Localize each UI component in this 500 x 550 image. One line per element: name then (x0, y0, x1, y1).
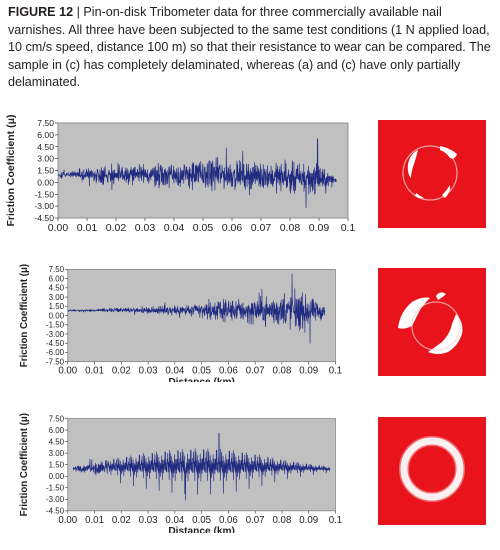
x-tick-label: 0.09 (309, 222, 330, 234)
delamination-patch (407, 150, 418, 178)
x-tick-label: 0.06 (219, 515, 238, 526)
delamination-patch (440, 146, 457, 159)
y-tick-label: -1.50 (46, 484, 65, 493)
y-axis-title: Friction Coefficient (μ) (5, 115, 17, 227)
delamination-patch (415, 193, 424, 199)
y-tick-label: -1.50 (34, 189, 54, 199)
y-tick-label: -4.50 (46, 507, 65, 516)
sample-photo-b (378, 268, 486, 376)
x-tick-label: 0.00 (58, 515, 77, 526)
friction-series-line (57, 138, 337, 209)
friction-chart-a: 7.506.004.503.001.500.00-1.50-3.00-4.500… (5, 115, 356, 235)
x-tick-label: 0.07 (246, 366, 265, 377)
x-tick-label: 0.09 (299, 366, 318, 377)
x-tick-label: 0.02 (106, 222, 127, 234)
y-tick-label: -3.00 (46, 495, 65, 504)
y-tick-label: 3.00 (49, 449, 65, 458)
x-tick-label: 0.03 (139, 366, 158, 377)
caption-text: Pin-on-disk Tribometer data for three co… (8, 5, 491, 89)
x-tick-label: 0.08 (272, 515, 291, 526)
x-tick-label: 0.02 (112, 366, 131, 377)
y-tick-label: 6.00 (49, 426, 65, 435)
x-tick-label: 0.05 (193, 222, 214, 234)
y-tick-label: 0.00 (49, 472, 65, 481)
y-tick-label: 3.00 (49, 293, 65, 302)
figure-caption: FIGURE 12 | Pin-on-disk Tribometer data … (8, 4, 496, 92)
y-tick-label: -7.50 (46, 357, 65, 366)
wear-track-ring-edge (399, 436, 465, 502)
x-tick-label: 0.1 (329, 515, 342, 526)
y-tick-label: 6.00 (37, 130, 54, 140)
y-tick-label: -3.00 (34, 201, 54, 211)
photo-background (378, 120, 486, 228)
y-tick-label: 1.50 (49, 302, 65, 311)
wear-track-ring (402, 145, 458, 201)
sample-photo-c (378, 417, 486, 525)
x-tick-label: 0.06 (219, 366, 238, 377)
y-axis-title: Friction Coefficient (μ) (19, 264, 30, 367)
y-tick-label: 0.00 (37, 177, 54, 187)
x-tick-label: 0.05 (192, 366, 211, 377)
y-tick-label: 6.00 (49, 274, 65, 283)
x-tick-label: 0.06 (222, 222, 243, 234)
y-tick-label: 0.00 (49, 311, 65, 320)
x-tick-label: 0.08 (272, 366, 291, 377)
friction-series-line (72, 432, 331, 501)
x-tick-label: 0.01 (77, 222, 98, 234)
y-tick-label: 3.00 (37, 154, 54, 164)
caption-separator: | (73, 5, 84, 19)
x-axis-title: Distance (km) (167, 234, 239, 235)
x-tick-label: 0.1 (329, 366, 342, 377)
y-tick-label: 1.50 (49, 460, 65, 469)
y-tick-label: 1.50 (37, 166, 54, 176)
friction-series-line (67, 273, 326, 344)
y-tick-label: 7.50 (49, 414, 65, 423)
y-tick-label: 4.50 (37, 142, 54, 152)
x-tick-label: 0.08 (280, 222, 301, 234)
x-tick-label: 0.03 (139, 515, 158, 526)
y-tick-label: -6.00 (46, 348, 65, 357)
y-axis-title: Friction Coefficient (μ) (19, 413, 30, 516)
y-tick-label: -4.50 (34, 213, 54, 223)
x-axis-title: Distance (km) (168, 526, 235, 533)
photo-background (378, 417, 486, 525)
friction-chart-b: 7.506.004.503.001.500.00-1.50-3.00-4.50-… (19, 264, 342, 382)
x-tick-label: 0.01 (85, 366, 104, 377)
x-tick-label: 0.05 (192, 515, 211, 526)
y-tick-label: -1.50 (46, 321, 65, 330)
figure-label: FIGURE 12 (8, 5, 74, 19)
x-tick-label: 0.07 (246, 515, 265, 526)
x-tick-label: 0.03 (135, 222, 156, 234)
friction-chart-c: 7.506.004.503.001.500.00-1.50-3.00-4.500… (19, 413, 342, 533)
x-tick-label: 0.04 (164, 222, 185, 234)
sample-photo-a (378, 120, 486, 228)
delamination-patch (428, 314, 463, 354)
x-tick-label: 0.02 (112, 515, 131, 526)
photo-background (378, 268, 486, 376)
y-tick-label: 7.50 (37, 118, 54, 128)
x-tick-label: 0.01 (85, 515, 104, 526)
delamination-patch (442, 185, 451, 198)
y-tick-label: 4.50 (49, 284, 65, 293)
wear-track-ring (400, 437, 464, 501)
wear-track-ring (411, 301, 461, 351)
x-tick-label: 0.09 (299, 515, 318, 526)
y-tick-label: -4.50 (46, 339, 65, 348)
y-tick-label: 4.50 (49, 437, 65, 446)
x-tick-label: 0.00 (48, 222, 69, 234)
y-tick-label: -3.00 (46, 330, 65, 339)
delamination-patch (436, 292, 446, 300)
x-tick-label: 0.00 (58, 366, 77, 377)
x-tick-label: 0.07 (251, 222, 272, 234)
delamination-patch (398, 297, 430, 329)
x-tick-label: 0.1 (341, 222, 356, 234)
x-tick-label: 0.04 (165, 515, 184, 526)
y-tick-label: 7.50 (49, 265, 65, 274)
x-tick-label: 0.04 (165, 366, 184, 377)
x-axis-title: Distance (km) (168, 377, 235, 382)
